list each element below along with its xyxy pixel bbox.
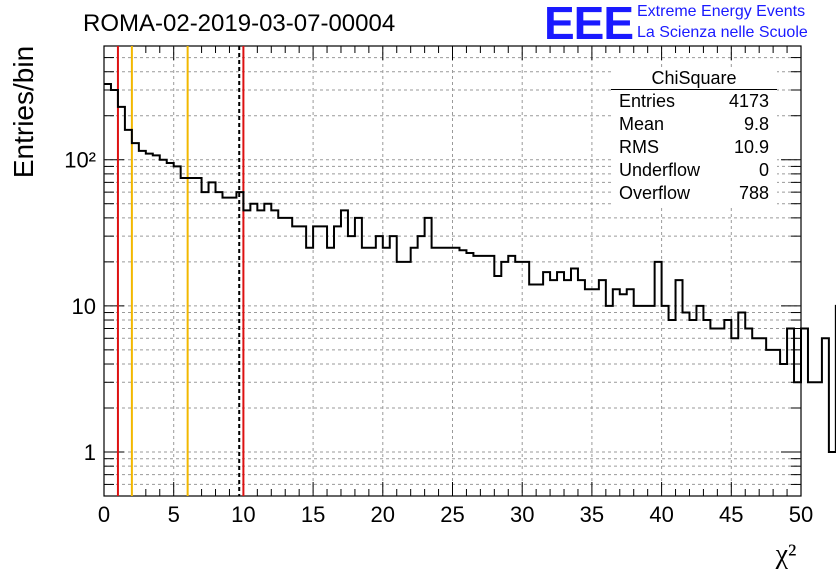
x-tick-label: 35 (580, 502, 604, 527)
threshold-lines (116, 46, 245, 496)
stats-value: 10.9 (733, 137, 769, 157)
x-tick-label: 45 (719, 502, 743, 527)
x-tick-label: 25 (440, 502, 464, 527)
stats-row-entries: Entries 4173 (611, 90, 777, 113)
stats-value: 788 (738, 183, 769, 203)
x-axis-label: χ² (775, 539, 797, 570)
y-tick-label: 1 (84, 440, 96, 465)
x-tick-label: 15 (301, 502, 325, 527)
histogram-series (104, 82, 836, 454)
eee-logo-mark: EEE (544, 0, 634, 49)
x-tick-label: 0 (98, 502, 110, 527)
stats-title: ChiSquare (611, 67, 777, 90)
stats-box: ChiSquare Entries 4173 Mean 9.8 RMS 10.9… (611, 67, 777, 205)
x-tick-label: 20 (371, 502, 395, 527)
eee-logo-line-1: Extreme Energy Events (637, 3, 806, 20)
stats-value: 9.8 (743, 114, 769, 134)
chart-title: ROMA-02-2019-03-07-00004 (83, 10, 396, 37)
stats-value: 0 (758, 160, 769, 180)
y-axis-label: Entries/bin (8, 46, 39, 178)
stats-label: Overflow (619, 183, 691, 203)
y-tick-labels: 1 10 10² (64, 148, 96, 465)
x-tick-label: 40 (649, 502, 673, 527)
stats-value: 4173 (728, 91, 769, 111)
x-tick-label: 10 (231, 502, 255, 527)
grid-lines (104, 46, 801, 496)
eee-logo-line-2: La Scienza nelle Scuole (637, 24, 808, 41)
stats-label: Underflow (619, 160, 701, 180)
y-tick-label: 10 (72, 294, 96, 319)
stats-label: Mean (619, 114, 665, 134)
x-tick-label: 5 (168, 502, 180, 527)
x-tick-label: 30 (510, 502, 534, 527)
y-tick-label: 10² (64, 148, 96, 173)
stats-row-overflow: Overflow 788 (611, 182, 777, 205)
x-tick-labels: 0 5 10 15 20 25 30 35 40 45 50 (98, 502, 813, 527)
stats-label: RMS (619, 137, 659, 157)
stats-row-underflow: Underflow 0 (611, 159, 777, 182)
axis-ticks (103, 46, 802, 496)
stats-row-rms: RMS 10.9 (611, 136, 777, 159)
stats-row-mean: Mean 9.8 (611, 113, 777, 136)
stats-label: Entries (619, 91, 676, 111)
x-tick-label: 50 (789, 502, 813, 527)
